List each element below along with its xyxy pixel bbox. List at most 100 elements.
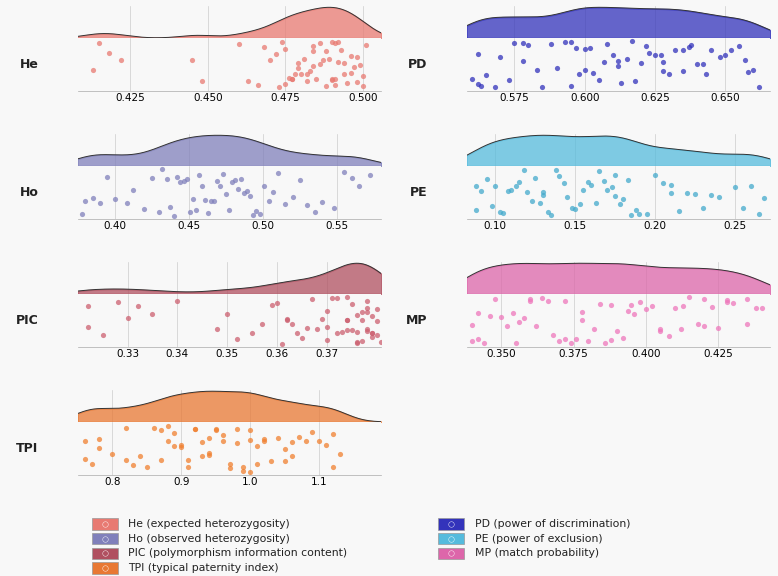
Point bbox=[475, 187, 487, 196]
Point bbox=[564, 339, 576, 348]
Point bbox=[741, 319, 753, 328]
Point bbox=[582, 177, 594, 187]
Point bbox=[127, 461, 139, 470]
Point bbox=[724, 46, 737, 55]
Point bbox=[537, 188, 549, 197]
Point bbox=[258, 434, 271, 444]
Point bbox=[513, 177, 525, 186]
Point bbox=[478, 338, 490, 347]
Point bbox=[307, 46, 320, 55]
Point bbox=[706, 302, 719, 312]
Point bbox=[193, 170, 205, 180]
Point bbox=[350, 310, 363, 320]
Point bbox=[617, 195, 629, 204]
Point bbox=[353, 181, 366, 191]
Point bbox=[341, 315, 353, 324]
Point bbox=[307, 41, 320, 50]
Point bbox=[486, 201, 499, 210]
Point bbox=[254, 210, 266, 219]
Point bbox=[609, 191, 622, 200]
Point bbox=[279, 444, 291, 453]
Point bbox=[466, 321, 478, 330]
Point bbox=[616, 334, 629, 343]
Point bbox=[279, 199, 292, 209]
Point bbox=[148, 423, 160, 433]
Point bbox=[79, 437, 91, 446]
Point bbox=[237, 467, 250, 476]
Point bbox=[316, 314, 328, 324]
Point bbox=[237, 188, 250, 197]
Point bbox=[545, 210, 558, 219]
Text: MP (match probability): MP (match probability) bbox=[475, 548, 599, 558]
Point bbox=[186, 55, 198, 65]
Point bbox=[247, 210, 259, 219]
Point bbox=[121, 314, 134, 323]
Point bbox=[522, 40, 534, 50]
Point bbox=[309, 208, 321, 217]
Point bbox=[626, 36, 639, 46]
Point bbox=[526, 196, 538, 205]
Point bbox=[331, 294, 343, 303]
Point bbox=[360, 324, 373, 334]
Point bbox=[573, 70, 585, 79]
Point bbox=[755, 304, 768, 313]
Point bbox=[93, 39, 106, 48]
Point bbox=[559, 297, 571, 306]
Point bbox=[96, 331, 109, 340]
Point bbox=[275, 339, 288, 348]
Point bbox=[249, 206, 261, 215]
Point bbox=[375, 338, 387, 347]
Point bbox=[745, 181, 757, 191]
Text: He (expected heterozygosity): He (expected heterozygosity) bbox=[128, 519, 290, 529]
Point bbox=[628, 309, 640, 319]
Point bbox=[576, 316, 588, 325]
Text: PE: PE bbox=[409, 186, 427, 199]
Point bbox=[531, 66, 543, 75]
Point bbox=[503, 75, 515, 84]
Point bbox=[326, 75, 338, 85]
Point bbox=[350, 338, 363, 347]
Point bbox=[279, 79, 292, 88]
Point bbox=[279, 44, 292, 53]
Point bbox=[359, 40, 372, 50]
Point bbox=[529, 174, 541, 183]
Point bbox=[298, 54, 310, 63]
Point bbox=[606, 183, 619, 192]
Point bbox=[310, 324, 323, 334]
Point bbox=[338, 167, 351, 176]
Point bbox=[281, 314, 293, 323]
Point bbox=[86, 459, 98, 468]
Point bbox=[106, 449, 118, 458]
Point bbox=[494, 207, 506, 217]
Point bbox=[171, 297, 184, 306]
Point bbox=[677, 66, 689, 75]
Point bbox=[292, 59, 304, 68]
Point bbox=[607, 51, 619, 60]
Point bbox=[173, 178, 186, 187]
Point bbox=[720, 295, 733, 305]
Point bbox=[168, 429, 180, 438]
Point bbox=[471, 49, 484, 58]
Point bbox=[719, 50, 731, 59]
Point bbox=[566, 203, 578, 213]
Point bbox=[668, 304, 681, 313]
Point bbox=[665, 180, 678, 190]
Point bbox=[320, 47, 332, 56]
Point bbox=[587, 324, 600, 334]
Point bbox=[307, 427, 319, 436]
Point bbox=[216, 430, 229, 439]
Point bbox=[353, 60, 366, 69]
Point bbox=[273, 82, 286, 92]
Point bbox=[153, 208, 166, 217]
Point bbox=[120, 456, 132, 465]
Point bbox=[537, 191, 549, 200]
Point bbox=[87, 66, 100, 75]
Text: PE (power of exclusion): PE (power of exclusion) bbox=[475, 534, 602, 544]
Point bbox=[145, 173, 158, 183]
Point bbox=[82, 322, 94, 331]
Point bbox=[471, 79, 484, 88]
Point bbox=[699, 70, 712, 79]
Point bbox=[570, 43, 583, 52]
Point bbox=[161, 421, 173, 430]
Point bbox=[251, 460, 264, 469]
